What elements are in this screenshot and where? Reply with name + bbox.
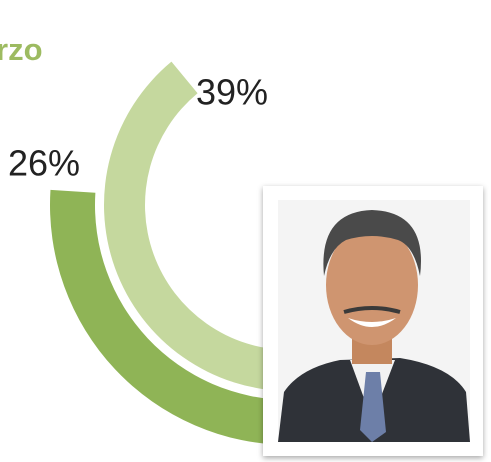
ring-bar [103, 61, 290, 391]
rings [50, 61, 290, 446]
value-label: 39% [196, 72, 268, 113]
value-label: 26% [8, 143, 80, 184]
chart-title: rzo [0, 32, 43, 67]
photo [263, 186, 483, 456]
